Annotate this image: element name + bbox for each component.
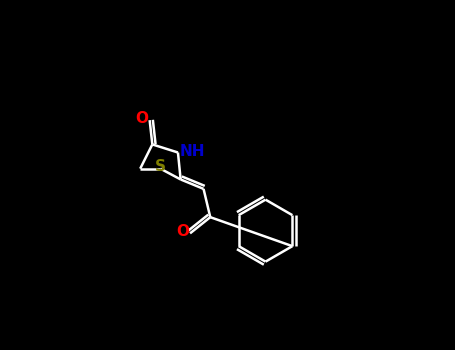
Text: NH: NH <box>180 144 206 159</box>
Text: S: S <box>155 159 166 174</box>
Text: O: O <box>136 111 149 126</box>
Text: O: O <box>176 224 189 239</box>
